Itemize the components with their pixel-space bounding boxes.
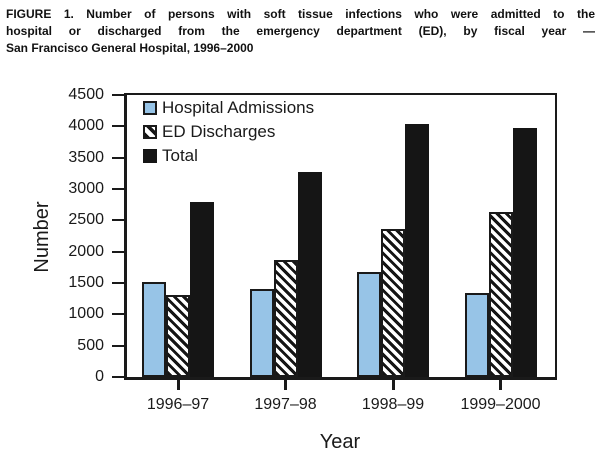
legend-item-total: Total xyxy=(143,144,314,168)
x-tick-1998–99 xyxy=(391,380,395,390)
bar-ed-discharges-1996–97 xyxy=(166,295,190,377)
bar-hospital-admissions-1996–97 xyxy=(142,282,166,377)
bar-total-1997–98 xyxy=(297,172,322,377)
y-tick-label-500: 500 xyxy=(77,336,104,354)
y-tick-label-3500: 3500 xyxy=(68,148,104,166)
bar-ed-discharges-1997–98 xyxy=(273,260,298,377)
y-tick-3500 xyxy=(112,156,124,159)
legend-item-ed-discharges: ED Discharges xyxy=(143,120,314,144)
y-tick-label-0: 0 xyxy=(95,368,104,385)
bar-ed-discharges-1998–99 xyxy=(381,229,405,377)
y-tick-1500 xyxy=(112,282,124,284)
y-tick-2000 xyxy=(112,250,124,253)
y-tick-label-1500: 1500 xyxy=(68,274,104,291)
legend-label: Hospital Admissions xyxy=(162,98,315,117)
figure-title: FIGURE 1. Number of persons with soft ti… xyxy=(6,6,595,57)
x-tick-1996–97 xyxy=(176,380,180,390)
ed-discharges-swatch-icon xyxy=(143,125,157,139)
y-tick-label-4500: 4500 xyxy=(68,86,104,103)
y-tick-3000 xyxy=(112,188,124,190)
y-tick-label-2500: 2500 xyxy=(68,211,104,229)
legend-label: Total xyxy=(162,146,198,165)
y-tick-0 xyxy=(112,376,124,378)
bar-total-1996–97 xyxy=(190,202,214,377)
bar-total-1998–99 xyxy=(405,124,429,377)
figure-title-line-2: hospital or discharged from the emergenc… xyxy=(6,24,595,38)
y-tick-label-2000: 2000 xyxy=(68,242,104,260)
y-tick-label-1000: 1000 xyxy=(68,305,104,323)
bar-ed-discharges-1999–2000 xyxy=(488,212,513,377)
y-tick-1000 xyxy=(112,313,124,316)
x-category-label-1997–98: 1997–98 xyxy=(254,396,317,413)
y-tick-2500 xyxy=(112,219,124,222)
y-tick-4500 xyxy=(112,94,124,96)
x-category-label-1996–97: 1996–97 xyxy=(146,396,210,413)
y-tick-label-3000: 3000 xyxy=(68,180,104,197)
x-axis-label: Year xyxy=(319,431,361,453)
figure-title-line-3: San Francisco General Hospital, 1996–200… xyxy=(6,41,254,55)
x-tick-1997–98 xyxy=(284,380,287,390)
hospital-admissions-swatch-icon xyxy=(143,101,157,115)
bar-hospital-admissions-1998–99 xyxy=(357,272,381,377)
y-tick-500 xyxy=(112,344,124,347)
figure-title-line-1: FIGURE 1. Number of persons with soft ti… xyxy=(6,7,595,21)
bar-total-1999–2000 xyxy=(512,128,537,377)
x-tick-1999–2000 xyxy=(499,380,502,390)
plot-area xyxy=(124,93,557,380)
bar-hospital-admissions-1997–98 xyxy=(249,289,274,377)
legend-item-hospital-admissions: Hospital Admissions xyxy=(143,96,314,120)
y-tick-4000 xyxy=(112,125,124,128)
legend: Hospital Admissions ED Discharges Total xyxy=(143,96,314,168)
bar-hospital-admissions-1999–2000 xyxy=(464,293,489,377)
x-category-label-1999–2000: 1999–2000 xyxy=(460,396,541,413)
legend-label: ED Discharges xyxy=(162,122,276,141)
y-tick-label-4000: 4000 xyxy=(68,117,104,135)
total-swatch-icon xyxy=(143,149,157,163)
x-category-label-1998–99: 1998–99 xyxy=(361,396,425,413)
bars-container xyxy=(127,95,555,377)
